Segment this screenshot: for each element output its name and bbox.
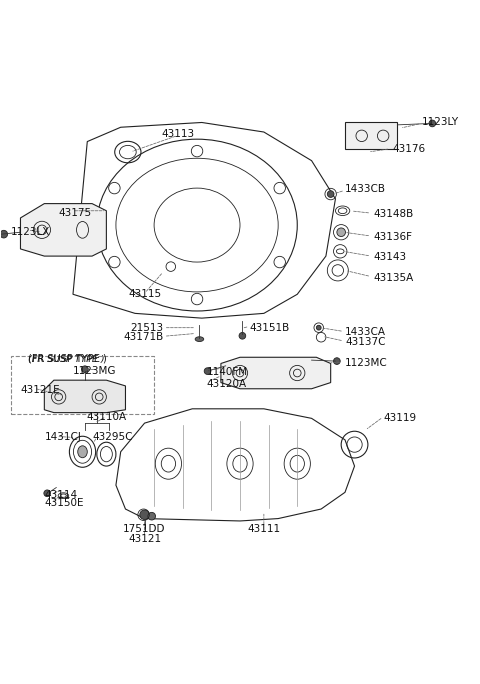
Circle shape bbox=[0, 231, 8, 238]
Text: 43120A: 43120A bbox=[206, 379, 247, 389]
Polygon shape bbox=[44, 380, 125, 412]
Polygon shape bbox=[116, 409, 355, 521]
Text: (FR SUSP TYPE ): (FR SUSP TYPE ) bbox=[28, 355, 104, 364]
Circle shape bbox=[337, 228, 346, 237]
Ellipse shape bbox=[195, 337, 204, 341]
Text: 43175: 43175 bbox=[59, 208, 92, 218]
Text: 43114: 43114 bbox=[44, 490, 77, 500]
Ellipse shape bbox=[78, 446, 87, 458]
Text: 43115: 43115 bbox=[128, 289, 161, 300]
Text: 1431CJ: 1431CJ bbox=[44, 432, 81, 443]
Text: 1433CA: 1433CA bbox=[345, 328, 386, 337]
Polygon shape bbox=[73, 122, 336, 318]
Circle shape bbox=[334, 358, 340, 365]
Text: 43148B: 43148B bbox=[373, 209, 414, 219]
Text: 43121E: 43121E bbox=[21, 384, 60, 395]
Text: 1123LY: 1123LY bbox=[421, 118, 458, 127]
Text: 43135A: 43135A bbox=[373, 273, 414, 282]
Circle shape bbox=[82, 366, 88, 373]
Text: 1751DD: 1751DD bbox=[123, 524, 166, 534]
Circle shape bbox=[44, 490, 50, 497]
Polygon shape bbox=[345, 122, 397, 148]
Text: 43121: 43121 bbox=[128, 534, 161, 544]
Text: 43176: 43176 bbox=[393, 144, 426, 154]
Circle shape bbox=[429, 120, 436, 127]
Text: 43137C: 43137C bbox=[345, 337, 385, 347]
Text: 1140FM: 1140FM bbox=[206, 367, 248, 377]
Text: 1123MG: 1123MG bbox=[73, 366, 117, 376]
Text: 43136F: 43136F bbox=[373, 232, 413, 242]
Text: (FR SUSP TYPE ): (FR SUSP TYPE ) bbox=[28, 354, 107, 364]
Text: 43119: 43119 bbox=[383, 413, 416, 423]
Polygon shape bbox=[21, 204, 107, 256]
Circle shape bbox=[140, 510, 149, 520]
Circle shape bbox=[148, 512, 156, 520]
Circle shape bbox=[316, 326, 321, 330]
Text: 43111: 43111 bbox=[247, 524, 280, 534]
Circle shape bbox=[204, 368, 211, 374]
Text: 43113: 43113 bbox=[161, 129, 194, 140]
Text: 43150E: 43150E bbox=[44, 499, 84, 508]
Text: 21513: 21513 bbox=[131, 323, 164, 332]
Text: 1123MC: 1123MC bbox=[345, 358, 388, 369]
Text: 43151B: 43151B bbox=[250, 323, 290, 332]
Circle shape bbox=[327, 191, 334, 198]
Text: 43295C: 43295C bbox=[92, 432, 132, 443]
Text: 43171B: 43171B bbox=[123, 332, 164, 342]
Circle shape bbox=[239, 332, 246, 339]
Text: 1433CB: 1433CB bbox=[345, 184, 386, 194]
Polygon shape bbox=[221, 357, 331, 389]
Text: 1123LX: 1123LX bbox=[11, 227, 50, 237]
Text: 43143: 43143 bbox=[373, 252, 407, 262]
Text: 43110A: 43110A bbox=[86, 412, 126, 423]
FancyBboxPatch shape bbox=[11, 356, 154, 414]
